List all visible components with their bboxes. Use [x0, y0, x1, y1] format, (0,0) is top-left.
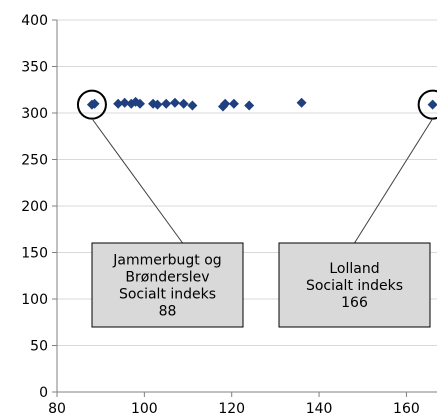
- data-point: [134, 98, 145, 109]
- data-point: [113, 98, 124, 109]
- y-tick-label: 50: [30, 339, 48, 355]
- data-point: [178, 98, 189, 109]
- x-tick-label: 100: [131, 401, 158, 417]
- y-tick-label: 0: [39, 385, 48, 401]
- y-tick-label: 100: [21, 292, 48, 308]
- y-tick-label: 350: [21, 60, 48, 76]
- callout-text-line: Socialt indeks: [306, 278, 403, 294]
- callout-leader-line: [91, 118, 184, 244]
- y-tick-label: 250: [21, 153, 48, 169]
- x-tick-label: 80: [48, 401, 66, 417]
- data-point: [228, 98, 239, 109]
- data-point: [244, 100, 255, 111]
- callout-text-line: Socialt indeks: [119, 287, 216, 303]
- data-point: [187, 100, 198, 111]
- data-point: [220, 98, 231, 109]
- data-point: [89, 98, 100, 109]
- callout-text-line: Jammerbugt og: [112, 253, 221, 269]
- data-point: [296, 97, 307, 108]
- x-axis-ticks: 80 100 120 140 160: [48, 392, 420, 417]
- callout-text-line: 88: [159, 304, 177, 320]
- callout-box: [278, 242, 431, 328]
- y-tick-label: 300: [21, 106, 48, 122]
- x-tick-label: 120: [218, 401, 245, 417]
- x-tick-label: 140: [306, 401, 333, 417]
- callout-text-line: Lolland: [329, 261, 379, 277]
- callout-text-line: Brønderslev: [125, 270, 209, 286]
- callout-box: [91, 242, 244, 328]
- y-tick-label: 200: [21, 199, 48, 215]
- data-point: [427, 99, 437, 110]
- y-tick-label: 400: [21, 13, 48, 29]
- callout-text-line: 166: [341, 295, 368, 311]
- y-tick-label: 150: [21, 246, 48, 262]
- data-point: [119, 97, 130, 108]
- callout-leader-line: [354, 118, 434, 244]
- data-point: [161, 98, 172, 109]
- x-tick-label: 160: [393, 401, 420, 417]
- data-point: [169, 97, 180, 108]
- data-points: [86, 96, 437, 112]
- data-point: [152, 99, 163, 110]
- y-axis-ticks: 0 50 100 150 200 250 300 350 400: [21, 13, 57, 401]
